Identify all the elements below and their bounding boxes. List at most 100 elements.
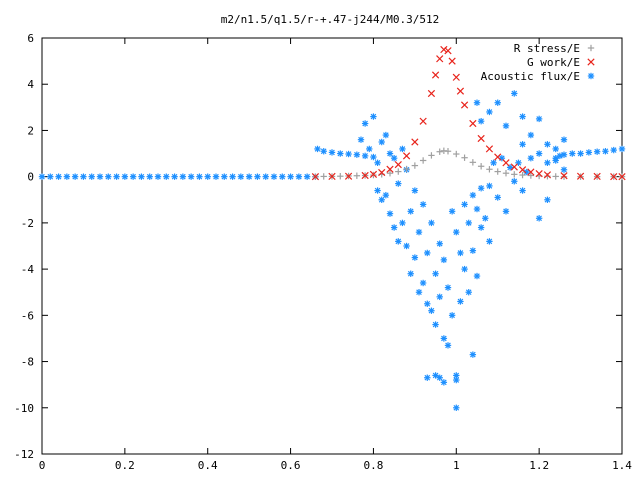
series-g-work-e — [311, 45, 626, 181]
data-point — [361, 120, 369, 127]
x-tick-label: 0.6 — [281, 459, 301, 472]
data-point — [457, 249, 464, 257]
data-point — [469, 351, 477, 358]
data-point — [577, 150, 584, 157]
data-point — [374, 187, 381, 194]
data-point — [473, 272, 481, 280]
data-point — [88, 173, 95, 180]
x-tick-label: 0 — [39, 459, 46, 472]
data-point — [390, 154, 398, 162]
x-tick-label: 0.2 — [115, 459, 135, 472]
data-point — [527, 154, 535, 162]
data-point — [328, 172, 336, 181]
data-point — [287, 173, 294, 180]
data-point — [374, 159, 381, 166]
data-point — [436, 240, 443, 247]
data-point — [477, 118, 485, 125]
y-tick-label: 4 — [27, 78, 34, 91]
data-point — [535, 170, 543, 178]
legend-marker — [587, 44, 595, 52]
data-point — [560, 173, 568, 180]
data-point — [473, 99, 481, 106]
data-point — [403, 165, 410, 173]
data-point — [353, 151, 361, 158]
y-tick-label: -2 — [21, 217, 34, 230]
data-point — [129, 173, 137, 180]
data-point — [196, 173, 203, 180]
data-point — [394, 161, 402, 169]
data-point — [456, 87, 465, 95]
x-tick-label: 0.4 — [198, 459, 218, 472]
data-point — [328, 149, 336, 156]
data-point — [378, 196, 385, 203]
data-point — [221, 173, 228, 180]
data-point — [427, 89, 436, 98]
data-point — [502, 122, 510, 130]
data-point — [502, 159, 510, 167]
data-point — [428, 152, 435, 159]
data-point — [485, 145, 494, 153]
legend-label: Acoustic flux/E — [481, 70, 580, 83]
data-point — [63, 173, 71, 180]
data-point — [444, 148, 452, 155]
data-point — [382, 191, 390, 199]
data-point — [424, 374, 431, 381]
data-point — [519, 187, 526, 194]
data-point — [419, 157, 427, 164]
data-point — [494, 168, 501, 175]
data-point — [440, 379, 448, 386]
data-point — [448, 312, 456, 319]
data-point — [113, 173, 120, 180]
data-point — [453, 404, 460, 411]
data-point — [96, 173, 104, 180]
data-point — [518, 166, 527, 174]
data-point — [444, 47, 452, 55]
data-point — [544, 141, 551, 148]
data-point — [399, 145, 406, 153]
series-layer — [38, 45, 626, 411]
data-point — [560, 172, 568, 180]
data-point — [544, 159, 551, 166]
data-point — [303, 173, 311, 180]
data-point — [527, 131, 535, 139]
data-point — [602, 148, 609, 155]
data-point — [519, 171, 526, 179]
data-point — [511, 90, 518, 97]
data-point — [47, 173, 54, 180]
y-tick-label: -12 — [14, 448, 34, 461]
data-point — [444, 342, 452, 349]
data-point — [473, 205, 481, 213]
x-tick-label: 1 — [453, 459, 460, 472]
data-point — [386, 210, 394, 217]
data-point — [370, 153, 377, 161]
data-point — [402, 152, 411, 160]
data-point — [314, 145, 321, 153]
data-point — [440, 335, 448, 342]
x-tick-label: 0.8 — [363, 459, 383, 472]
data-point — [337, 150, 344, 157]
data-point — [461, 265, 468, 273]
data-point — [390, 224, 398, 231]
data-point — [353, 172, 361, 179]
data-point — [345, 150, 352, 158]
x-tick-label: 1.4 — [612, 459, 632, 472]
data-point — [419, 117, 427, 125]
data-point — [448, 57, 456, 65]
data-point — [457, 298, 464, 305]
data-point — [262, 173, 269, 180]
data-point — [465, 289, 472, 296]
data-point — [585, 149, 593, 156]
data-point — [576, 172, 585, 180]
data-point — [494, 153, 502, 161]
data-point — [544, 173, 551, 180]
y-tick-label: -10 — [14, 402, 34, 415]
data-point — [357, 136, 365, 143]
data-point — [38, 173, 46, 180]
data-point — [440, 45, 448, 54]
data-point — [424, 249, 431, 257]
data-point — [187, 173, 195, 180]
data-point — [279, 173, 286, 180]
data-point — [552, 173, 559, 180]
